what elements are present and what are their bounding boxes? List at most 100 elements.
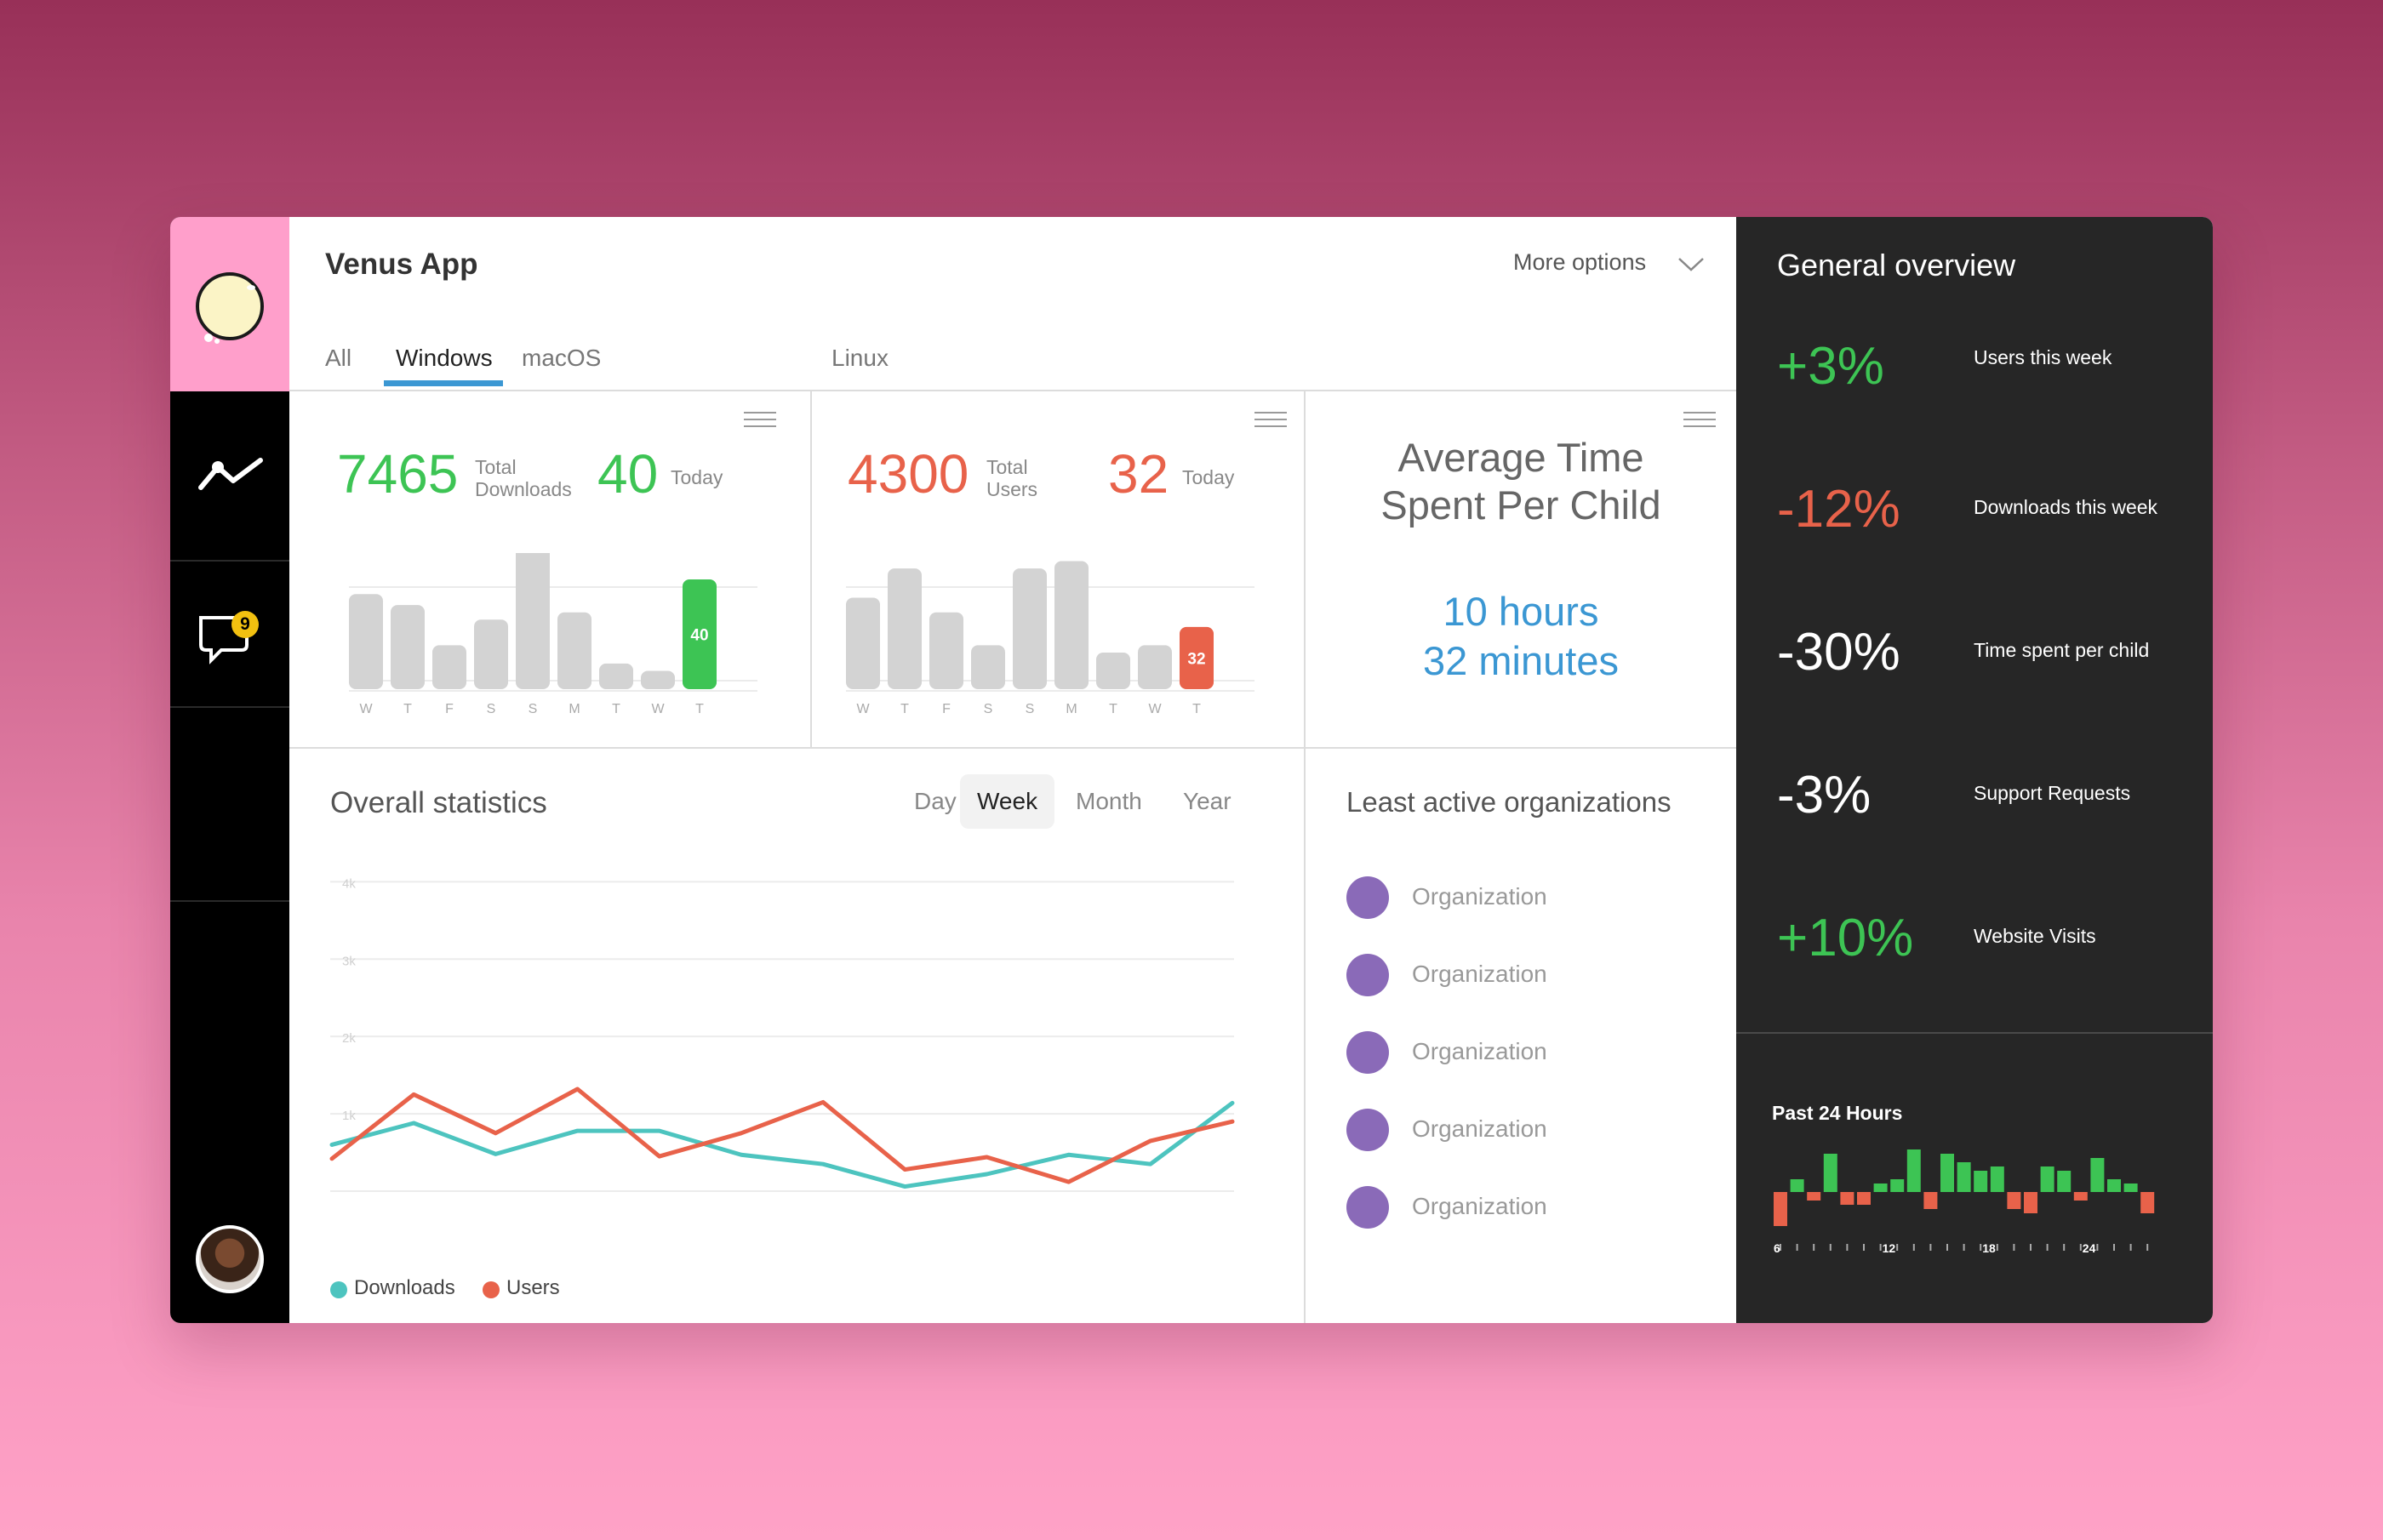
sidebar-item-analytics[interactable] xyxy=(170,391,289,562)
bar xyxy=(1940,1154,1954,1192)
org-name: Organization xyxy=(1412,961,1547,987)
metric-label: Website Visits xyxy=(1974,925,2096,947)
tab-windows[interactable]: Windows xyxy=(396,345,493,371)
avg-time-card: Average Time Spent Per Child 10 hours 32 m… xyxy=(1306,391,1736,749)
tab-linux[interactable]: Linux xyxy=(831,345,889,371)
more-options-button[interactable]: More options xyxy=(1513,249,1704,276)
card-menu-icon[interactable] xyxy=(1683,412,1716,429)
bar-today-label: 32 xyxy=(1187,650,1205,668)
bar xyxy=(1906,1149,1921,1192)
bar xyxy=(1096,653,1130,689)
bar xyxy=(1790,1179,1804,1192)
x-tick-label: 24 xyxy=(2083,1241,2096,1255)
bar xyxy=(1013,568,1047,689)
x-tick-label: S xyxy=(529,702,538,716)
x-tick-label: 6 xyxy=(1774,1241,1780,1255)
metric-value: -12% xyxy=(1777,480,1900,539)
today-users-value: 32 xyxy=(1108,443,1169,505)
today-downloads-label: Today xyxy=(671,466,723,488)
trend-line-icon xyxy=(198,458,263,490)
legend-users-swatch xyxy=(483,1281,500,1298)
bar xyxy=(1890,1179,1905,1192)
x-tick-label: S xyxy=(1026,702,1035,716)
avg-time-title: Average Time Spent Per Child xyxy=(1380,435,1661,528)
x-tick-label: T xyxy=(1109,702,1117,716)
sidebar-item-messages[interactable]: 9 xyxy=(170,562,289,708)
today-users-label: Today xyxy=(1182,466,1235,488)
bar xyxy=(971,645,1005,689)
y-tick-label: 1k xyxy=(342,1109,356,1123)
bar xyxy=(929,612,963,689)
app-window: 9 Venus App More options All Windows mac… xyxy=(170,217,2213,1323)
x-tick-label: W xyxy=(359,702,373,716)
bar xyxy=(599,663,633,689)
avg-time-value: 10 hours 32 minutes xyxy=(1423,589,1619,683)
range-day-button[interactable]: Day xyxy=(914,788,957,814)
past-24-hours-chart: 6 12 18 24 xyxy=(1774,1149,2155,1255)
org-name: Organization xyxy=(1412,1193,1547,1219)
x-tick-label: T xyxy=(900,702,909,716)
range-year-button[interactable]: Year xyxy=(1183,788,1232,814)
x-tick-label: S xyxy=(487,702,496,716)
overall-statistics-panel: Overall statistics Day Week Month Year 4… xyxy=(289,749,1306,1323)
bar xyxy=(432,645,466,689)
x-tick-label: S xyxy=(984,702,993,716)
divider xyxy=(1736,1032,2213,1034)
x-tick-label: W xyxy=(651,702,665,716)
x-tick-label: W xyxy=(856,702,870,716)
total-users-value: 4300 xyxy=(848,443,969,505)
bar xyxy=(1774,1192,1787,1226)
today-downloads-value: 40 xyxy=(597,443,659,505)
bar-today xyxy=(1180,626,1214,689)
bar xyxy=(2107,1179,2121,1192)
stats-title: Overall statistics xyxy=(330,786,547,819)
bar xyxy=(846,597,880,689)
bar xyxy=(349,594,383,689)
metric-label: Downloads this week xyxy=(1974,496,2158,518)
org-avatar xyxy=(1346,1109,1389,1151)
avatar[interactable] xyxy=(196,1225,264,1293)
bar xyxy=(2024,1192,2037,1213)
app-logo[interactable] xyxy=(170,217,289,391)
x-tick-label: W xyxy=(1148,702,1162,716)
bar-today xyxy=(683,579,717,689)
overall-line-chart: 4k 3k 2k 1k xyxy=(329,876,1235,1192)
bar xyxy=(1957,1162,1971,1192)
sidebar-item-empty[interactable] xyxy=(170,708,289,902)
bar xyxy=(1054,561,1089,689)
card-menu-icon[interactable] xyxy=(1254,412,1287,429)
users-bar-chart: W T F S S M T W 32 T xyxy=(846,561,1254,716)
tab-macos[interactable]: macOS xyxy=(522,345,602,371)
range-month-button[interactable]: Month xyxy=(1076,788,1142,814)
past-24-hours-title: Past 24 Hours xyxy=(1772,1102,1903,1124)
bar xyxy=(2140,1192,2155,1213)
more-options-label: More options xyxy=(1513,249,1647,275)
bar xyxy=(516,553,550,689)
card-menu-icon[interactable] xyxy=(744,412,776,429)
x-tick-label: T xyxy=(612,702,620,716)
total-downloads-value: 7465 xyxy=(337,443,459,505)
bar xyxy=(888,568,922,689)
y-tick-label: 3k xyxy=(342,954,356,968)
least-active-orgs-panel: Least active organizations Organization O… xyxy=(1306,749,1736,1323)
legend-downloads-label: Downloads xyxy=(354,1276,455,1299)
x-tick-label: 12 xyxy=(1883,1241,1896,1255)
legend-users-label: Users xyxy=(506,1276,560,1299)
x-tick-label: T xyxy=(695,702,704,716)
tab-all[interactable]: All xyxy=(325,345,352,371)
y-tick-label: 2k xyxy=(342,1031,356,1046)
org-avatar xyxy=(1346,876,1389,919)
series-line-users xyxy=(329,1087,1235,1184)
bar xyxy=(557,612,591,689)
x-tick-label: F xyxy=(445,702,454,716)
bar-today-label: 40 xyxy=(690,627,708,645)
bar xyxy=(1840,1192,1854,1205)
bar xyxy=(641,670,675,689)
bar xyxy=(1990,1166,2004,1192)
x-tick-label: F xyxy=(942,702,951,716)
bar xyxy=(1857,1192,1871,1205)
bar xyxy=(1923,1192,1938,1209)
org-name: Organization xyxy=(1412,1038,1547,1064)
bar xyxy=(1873,1184,1888,1192)
range-week-button[interactable]: Week xyxy=(960,774,1055,829)
